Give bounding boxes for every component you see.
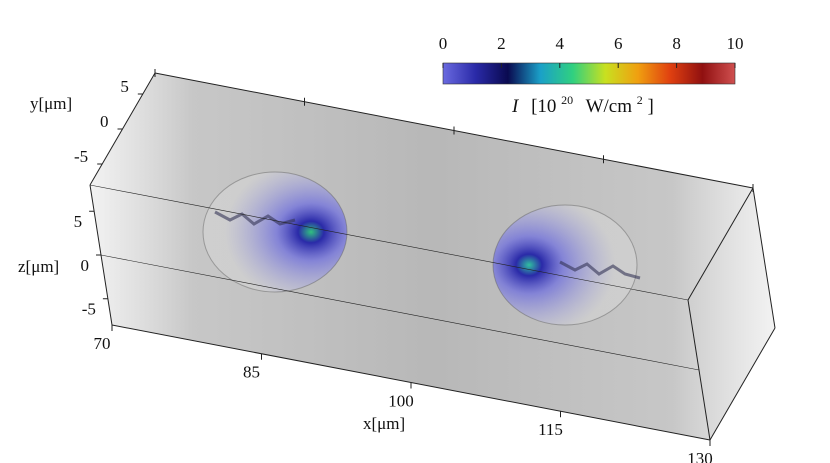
box-edge <box>752 187 776 329</box>
colorbar-unit-exponent: 2 <box>637 93 643 107</box>
y-tick-label: 0 <box>100 112 109 131</box>
filament <box>559 260 641 280</box>
y-tick-label: 5 <box>120 77 129 96</box>
colorbar-tick-label: 6 <box>614 34 623 53</box>
x-tick-label: 100 <box>388 391 414 410</box>
z-tick-label: 0 <box>81 256 90 275</box>
box-edge <box>100 254 700 371</box>
filament <box>214 210 296 226</box>
colorbar-exponent: 20 <box>561 93 573 107</box>
colorbar-tick-label: 10 <box>727 34 744 53</box>
colorbar-unit: W/cm <box>586 96 633 117</box>
z-tick-label: 5 <box>74 212 83 231</box>
x-tick-label: 70 <box>94 334 111 353</box>
z-axis-label: z[μm] <box>18 257 59 276</box>
box-edge <box>89 184 689 301</box>
colorbar-tick-label: 0 <box>439 34 448 53</box>
colorbar-scale: [10 <box>531 96 556 117</box>
x-tick-label: 85 <box>243 363 260 382</box>
x-axis-label: x[μm] <box>363 414 405 433</box>
colorbar-tick-label: 8 <box>672 34 681 53</box>
box-edge <box>687 187 754 301</box>
colorbar-label: I [10 20 W/cm 2 ] <box>511 89 654 117</box>
volume <box>90 73 775 440</box>
colorbar-symbol: I <box>511 96 520 117</box>
colorbar-tick-label: 4 <box>556 34 565 53</box>
colorbar <box>442 62 736 85</box>
colorbar-close: ] <box>648 96 654 117</box>
box-edge <box>709 327 776 441</box>
x-tick-label: 115 <box>538 420 563 439</box>
y-tick-label: -5 <box>74 147 88 166</box>
y-axis-label: y[μm] <box>30 94 72 113</box>
x-tick-label: 130 <box>687 449 713 463</box>
z-tick-label: -5 <box>82 300 96 319</box>
colorbar-tick-label: 2 <box>497 34 506 53</box>
pulse-left <box>202 171 348 293</box>
volume-hull <box>90 73 775 440</box>
